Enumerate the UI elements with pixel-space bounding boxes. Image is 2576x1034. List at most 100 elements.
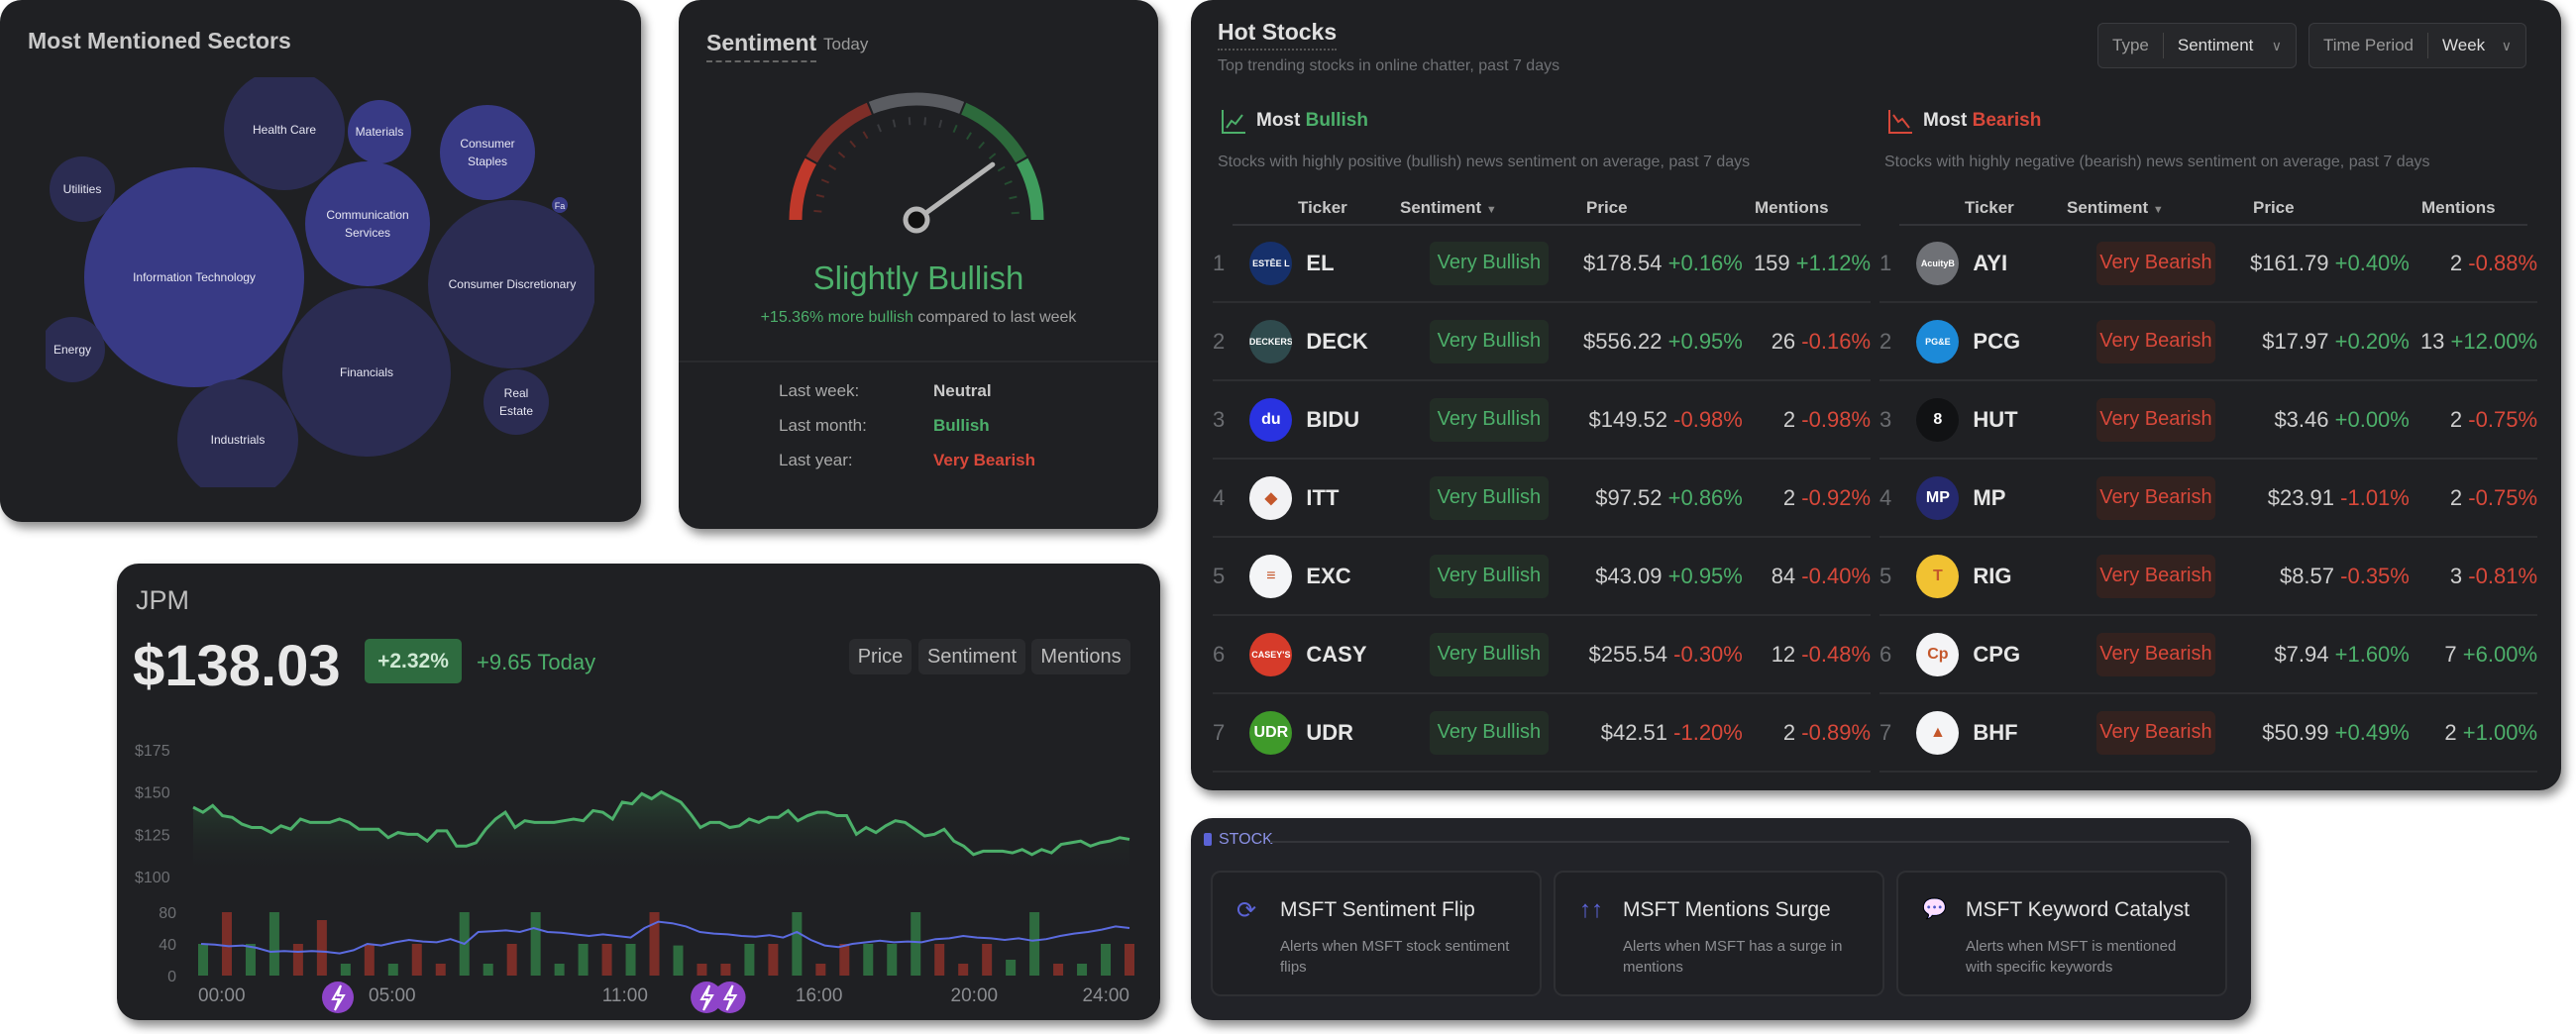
price-cell: $43.09 +0.95% — [1574, 564, 1743, 589]
mentions-change: -0.75% — [2468, 484, 2538, 510]
hot-stocks-card: Hot Stocks Top trending stocks in online… — [1191, 0, 2561, 790]
gauge-tick — [1009, 195, 1018, 200]
time-axis-tick: 24:00 — [1082, 985, 1129, 1006]
mentions: 2 — [2449, 484, 2463, 510]
rank: 2 — [1879, 328, 1892, 354]
sector-label: Real — [504, 386, 529, 400]
ticker[interactable]: DECK — [1306, 328, 1368, 354]
mentions-bar — [530, 912, 541, 976]
ticker[interactable]: BIDU — [1306, 406, 1360, 432]
mentions-bar — [958, 964, 969, 976]
stock-row[interactable]: 4 ◆ ITT Very Bullish $97.52 +0.86% 2 -0.… — [1213, 460, 1871, 538]
alert-template-card[interactable]: ⟳ MSFT Sentiment Flip Alerts when MSFT s… — [1211, 871, 1542, 996]
ticker[interactable]: EXC — [1306, 563, 1351, 588]
price-change: +0.20% — [2334, 328, 2410, 354]
sentiment-card: Sentiment Today Slightly Bullish +15.36%… — [679, 0, 1158, 529]
sector-bubble — [428, 200, 594, 368]
ticker[interactable]: CPG — [1973, 641, 2021, 667]
ticker[interactable]: EL — [1306, 250, 1335, 275]
gauge-tick — [892, 119, 897, 128]
sort-desc-icon: ▼ — [2152, 204, 2164, 216]
mentions: 3 — [2449, 563, 2463, 588]
mentions-button[interactable]: Mentions — [1031, 639, 1130, 674]
sector-label: Materials — [356, 125, 404, 139]
ticker[interactable]: MP — [1973, 484, 2006, 510]
stock-row[interactable]: 6 CASEY'S CASY Very Bullish $255.54 -0.3… — [1213, 616, 1871, 694]
price-change: +0.16% — [1667, 250, 1743, 275]
stock-row[interactable]: 2 DECKERS DECK Very Bullish $556.22 +0.9… — [1213, 303, 1871, 381]
company-logo: ESTĒE L — [1249, 241, 1293, 285]
mentions: 2 — [2444, 719, 2457, 745]
rank: 1 — [1213, 250, 1226, 275]
alert-title: MSFT Sentiment Flip — [1280, 898, 1475, 921]
stock-row[interactable]: 1 AcuityB AYI Very Bearish $161.79 +0.40… — [1879, 225, 2537, 303]
time-axis-tick: 16:00 — [796, 985, 843, 1006]
event-marker[interactable] — [713, 982, 746, 1013]
ticker[interactable]: RIG — [1973, 563, 2012, 588]
time-period-dropdown[interactable]: Time Period Week ∨ — [2308, 23, 2526, 68]
stock-row[interactable]: 3 du BIDU Very Bullish $149.52 -0.98% 2 … — [1213, 381, 1871, 460]
sector-label: Fa — [555, 201, 566, 211]
sentiment-button[interactable]: Sentiment — [918, 639, 1025, 674]
ticker[interactable]: UDR — [1306, 719, 1354, 745]
price-change: +0.95% — [1667, 563, 1743, 588]
stock-row[interactable]: 4 MP MP Very Bearish $23.91 -1.01% 2 -0.… — [1879, 460, 2537, 538]
gauge-tick — [813, 209, 822, 213]
mentions-bar — [268, 912, 279, 976]
price-cell: $556.22 +0.95% — [1574, 329, 1743, 355]
price-change: +1.60% — [2334, 641, 2410, 667]
stock-row[interactable]: 5 ≡ EXC Very Bullish $43.09 +0.95% 84 -0… — [1213, 538, 1871, 616]
event-marker[interactable] — [322, 982, 354, 1013]
ticker[interactable]: BHF — [1973, 719, 2018, 745]
mentions-bar — [1029, 912, 1040, 976]
ticker[interactable]: ITT — [1306, 484, 1340, 510]
mentions-cell: 2 -0.75% — [2410, 407, 2537, 433]
ticker[interactable]: PCG — [1973, 328, 2021, 354]
price-axis-tick: $125 — [135, 827, 170, 844]
alert-title: MSFT Keyword Catalyst — [1966, 898, 2191, 921]
title-word: Bearish — [1972, 110, 2042, 131]
price: $42.51 — [1600, 719, 1668, 745]
mentions: 7 — [2444, 641, 2457, 667]
column-header-sentiment[interactable]: Sentiment ▼ — [1400, 198, 1497, 218]
title-word: Bullish — [1305, 110, 1368, 131]
stock-row[interactable]: 5 T RIG Very Bearish $8.57 -0.35% 3 -0.8… — [1879, 538, 2537, 616]
sentiment-badge: Very Bullish — [1430, 632, 1549, 676]
gauge-tick — [828, 164, 837, 170]
sector-label: Consumer Discretionary — [449, 277, 577, 291]
rank: 3 — [1879, 406, 1892, 432]
hot-stocks-title[interactable]: Hot Stocks — [1218, 19, 1338, 51]
alert-template-card[interactable]: ↑↑ MSFT Mentions Surge Alerts when MSFT … — [1554, 871, 1884, 996]
ticker[interactable]: HUT — [1973, 406, 2018, 432]
event-marker[interactable] — [691, 982, 723, 1013]
mentions-bar — [649, 912, 660, 976]
mentions-bar — [1006, 960, 1017, 976]
stock-row[interactable]: 3 8 HUT Very Bearish $3.46 +0.00% 2 -0.7… — [1879, 381, 2537, 460]
ticker[interactable]: CASY — [1306, 641, 1367, 667]
sentiment-title[interactable]: Sentiment — [706, 30, 817, 62]
price-button[interactable]: Price — [849, 639, 912, 674]
mentions-bar — [911, 912, 921, 976]
sentiment-period: Today — [823, 35, 869, 53]
chat-bubble-icon: 💬 — [1922, 898, 1947, 920]
alert-template-card[interactable]: 💬 MSFT Keyword Catalyst Alerts when MSFT… — [1896, 871, 2227, 996]
stock-section-marker-icon — [1204, 833, 1212, 846]
type-dropdown[interactable]: Type Sentiment ∨ — [2097, 23, 2297, 68]
mentions: 26 — [1771, 328, 1796, 354]
stock-row[interactable]: 6 Cp CPG Very Bearish $7.94 +1.60% 7 +6.… — [1879, 616, 2537, 694]
stock-row[interactable]: 1 ESTĒE L EL Very Bullish $178.54 +0.16%… — [1213, 225, 1871, 303]
column-header-ticker: Ticker — [1965, 198, 2014, 218]
ticker[interactable]: AYI — [1973, 250, 2008, 275]
mentions-change: -0.16% — [1801, 328, 1872, 354]
stock-row[interactable]: 7 UDR UDR Very Bullish $42.51 -1.20% 2 -… — [1213, 694, 1871, 773]
stock-row[interactable]: 7 ▲ BHF Very Bearish $50.99 +0.49% 2 +1.… — [1879, 694, 2537, 773]
mentions-bar — [982, 944, 993, 976]
column-header-sentiment[interactable]: Sentiment ▼ — [2067, 198, 2164, 218]
price: $161.79 — [2249, 250, 2329, 275]
company-logo: ◆ — [1249, 475, 1293, 520]
lightning-icon — [331, 984, 346, 1011]
mentions-cell: 7 +6.00% — [2410, 642, 2537, 668]
stock-row[interactable]: 2 PG&E PCG Very Bearish $17.97 +0.20% 13… — [1879, 303, 2537, 381]
price-change: +0.49% — [2334, 719, 2410, 745]
price-cell: $3.46 +0.00% — [2241, 407, 2409, 433]
